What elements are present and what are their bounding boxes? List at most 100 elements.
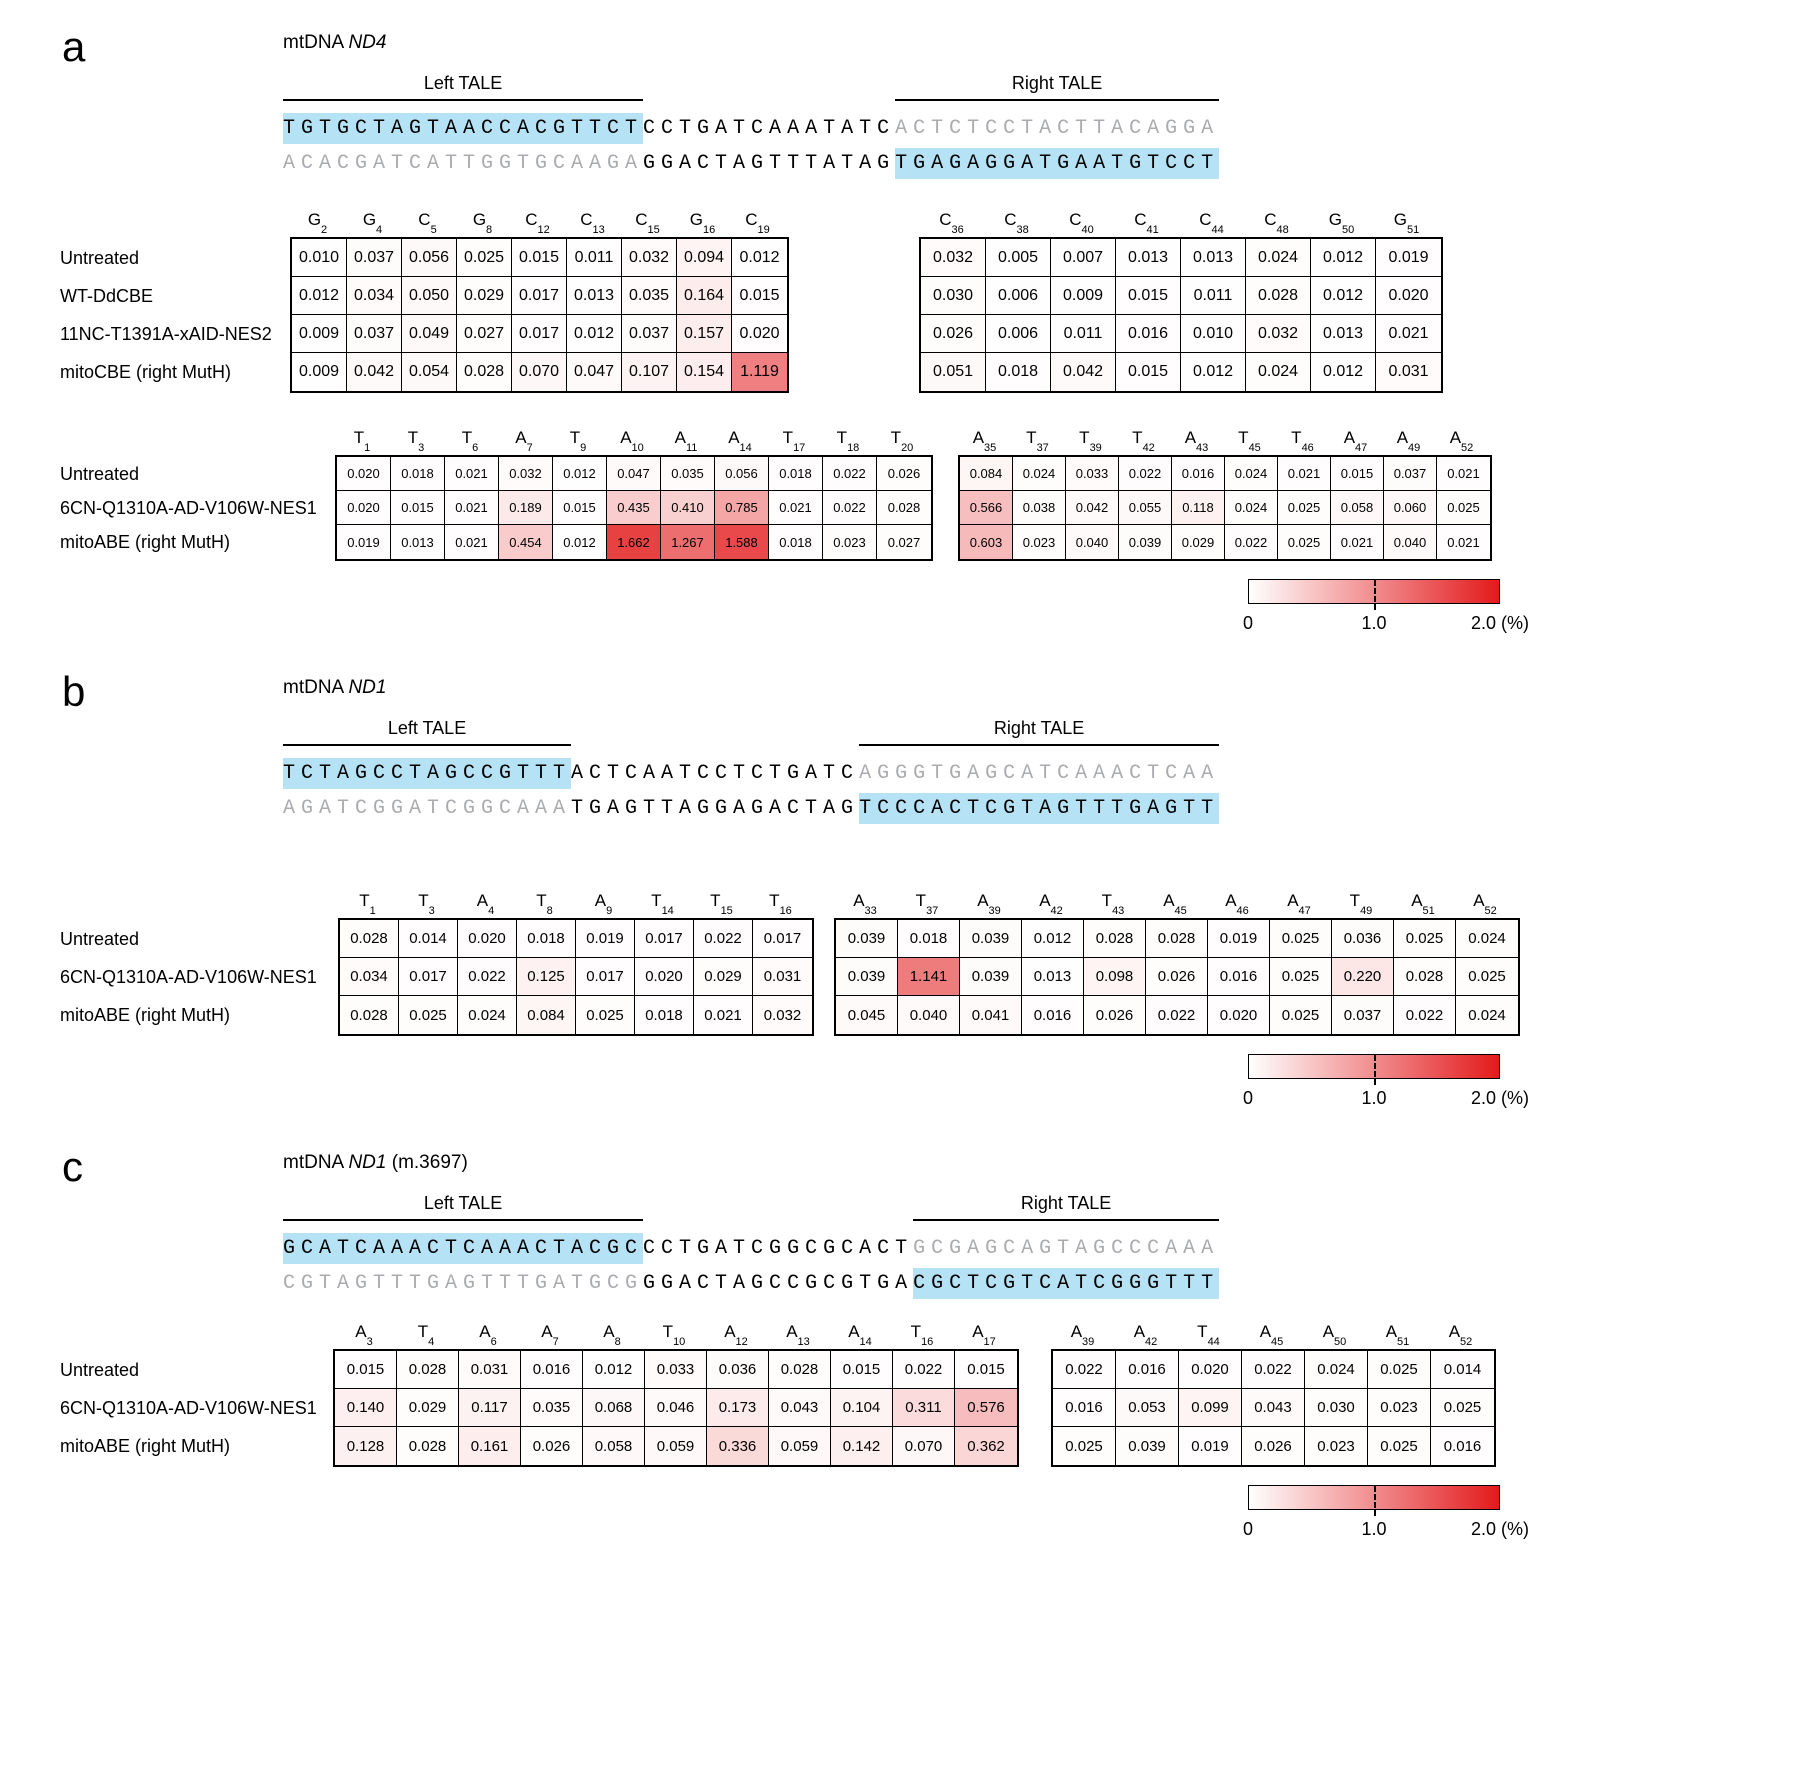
column-header: C 36	[939, 210, 964, 236]
heat-cell: 0.051	[921, 353, 986, 391]
table-row: 0.051 0.018 0.042 0.015 0.012 0.024 0.012 0.031	[921, 353, 1441, 391]
heat-cell: 0.040	[1384, 525, 1437, 559]
header-row: A 39 A 42 T 44 A 45 A 50 A 51 A 52	[1051, 1313, 1496, 1349]
heat-cell: 0.035	[661, 457, 715, 491]
heat-cell: 0.025	[1270, 958, 1332, 996]
heat-cell: 0.043	[1242, 1389, 1305, 1427]
heat-cell: 0.022	[823, 491, 877, 525]
column-header: C 15	[635, 210, 660, 236]
heat-cell: 0.022	[1394, 996, 1456, 1034]
heat-grid: 0.084 0.024 0.033 0.022 0.016 0.024 0.021 0.015…	[958, 455, 1492, 561]
heat-cell: 0.039	[836, 920, 898, 958]
heat-cell: 0.022	[893, 1351, 955, 1389]
heat-cell: 0.410	[661, 491, 715, 525]
row-label: 11NC-T1391A-xAID-NES2	[60, 323, 272, 344]
row-label: mitoABE (right MutH)	[60, 531, 231, 552]
base-letter: T	[836, 428, 848, 447]
heat-grid: 0.028 0.014 0.020 0.018 0.019 0.017 0.022 0.017…	[338, 918, 814, 1036]
heat-cell: 0.016	[1116, 315, 1181, 353]
table-row: 0.019 0.013 0.021 0.454 0.012 1.662 1.267 1.588…	[337, 525, 931, 559]
heat-cell: 0.024	[1246, 239, 1311, 277]
header-row: A 33 T 37 A 39 A 42 T 43 A 45 A 46 A 47 T 49 A 51 A 52	[834, 882, 1520, 918]
row-label: Untreated	[60, 463, 140, 484]
heat-cell: 0.099	[1179, 1389, 1242, 1427]
heat-cell: 0.027	[457, 315, 512, 353]
base-letter: A	[476, 891, 489, 910]
heat-cell: 0.010	[1181, 315, 1246, 353]
heat-cell: 0.017	[512, 277, 567, 315]
row-label: WT-DdCBE	[60, 285, 154, 306]
base-letter: A	[620, 428, 632, 447]
base-letter: A	[541, 1322, 553, 1341]
heat-cell: 0.011	[1051, 315, 1116, 353]
heat-cell: 0.013	[1311, 315, 1376, 353]
heat-cell: 0.028	[1394, 958, 1456, 996]
base-letter: A	[1184, 428, 1197, 447]
heat-cell: 0.012	[1022, 920, 1084, 958]
heat-cell: 0.012	[1311, 277, 1376, 315]
heat-table-2: Untreated 6CN-Q1310A-AD-V106W-NES1 mitoABE…	[60, 419, 1802, 561]
heat-cell: 0.035	[622, 277, 677, 315]
heat-cell: 0.021	[1437, 457, 1490, 491]
heat-cell: 0.014	[1431, 1351, 1494, 1389]
heat-cell: 0.023	[1305, 1427, 1368, 1465]
heat-table-1: Untreated 6CN-Q1310A-AD-V106W-NES1 mitoABE…	[60, 1313, 1802, 1467]
base-letter: C	[1199, 210, 1212, 229]
heat-cell: 0.021	[1331, 525, 1384, 559]
base-letter: A	[786, 1322, 798, 1341]
heat-cell: 0.017	[512, 315, 567, 353]
heat-cell: 0.012	[567, 315, 622, 353]
left-column-group: T 1 T 3 A 4 T 8 A 9 T 14 T 15 T 16 0.028 0.014 0.020 0.018 0…	[338, 882, 814, 1036]
heat-cell: 0.012	[553, 457, 607, 491]
heat-cell: 0.046	[645, 1389, 707, 1427]
column-header: A 39	[977, 891, 1001, 917]
heat-cell: 0.027	[877, 525, 931, 559]
heat-cell: 0.029	[1172, 525, 1225, 559]
tale-spacer: CCTGATCGGCGCACT	[643, 1192, 913, 1221]
heat-cell: 0.020	[1179, 1351, 1242, 1389]
base-letter: T	[890, 428, 902, 447]
seq-segment-black: CCTGATCAAATATC	[643, 117, 896, 140]
base-letter: A	[1411, 891, 1423, 910]
column-header: A 49	[1396, 428, 1421, 454]
heat-cell: 0.047	[567, 353, 622, 391]
heat-cell: 0.012	[583, 1351, 645, 1389]
left-tale-span: TCTAGCCTAGCCGTTTLeft TALE	[283, 717, 572, 746]
heat-cell: 0.084	[517, 996, 576, 1034]
base-letter: T	[782, 428, 794, 447]
base-letter: T	[662, 1322, 674, 1341]
title-suffix: (m.3697)	[386, 1152, 468, 1173]
heat-grid: 0.022 0.016 0.020 0.022 0.024 0.025 0.014 0.016…	[1051, 1349, 1496, 1467]
heat-cell: 0.021	[769, 491, 823, 525]
base-letter: C	[1264, 210, 1277, 229]
heat-cell: 0.020	[337, 457, 391, 491]
base-letter: A	[355, 1322, 367, 1341]
heat-cell: 0.020	[732, 315, 787, 353]
base-letter: T	[710, 891, 721, 910]
heat-cell: 0.050	[402, 277, 457, 315]
heat-cell: 0.009	[292, 353, 347, 391]
heat-cell: 0.028	[340, 920, 399, 958]
seq-segment-black: CCTGATCGGCGCACT	[643, 1237, 914, 1260]
heat-cell: 0.039	[836, 958, 898, 996]
base-letter: A	[1259, 1322, 1272, 1341]
base-letter: G	[362, 210, 377, 229]
heat-cell: 0.020	[337, 491, 391, 525]
heat-cell: 0.094	[677, 239, 732, 277]
heat-cell: 0.026	[1084, 996, 1146, 1034]
base-letter: T	[1101, 891, 1113, 910]
title-prefix: mtDNA	[283, 1152, 349, 1173]
base-letter: A	[977, 891, 989, 910]
heat-cell: 0.070	[893, 1427, 955, 1465]
heat-cell: 0.017	[635, 920, 694, 958]
heat-cell: 0.025	[457, 239, 512, 277]
left-tale-span: TGTGCTAGTAACCACGTTCTLeft TALE	[283, 72, 644, 101]
base-letter: C	[635, 210, 648, 229]
column-header: T 20	[890, 428, 914, 454]
colorbar-label-min: 0	[1242, 613, 1254, 633]
heat-cell: 0.012	[732, 239, 787, 277]
row-label: 6CN-Q1310A-AD-V106W-NES1	[60, 1397, 317, 1418]
table-row: 0.022 0.016 0.020 0.022 0.024 0.025 0.014	[1053, 1351, 1494, 1389]
